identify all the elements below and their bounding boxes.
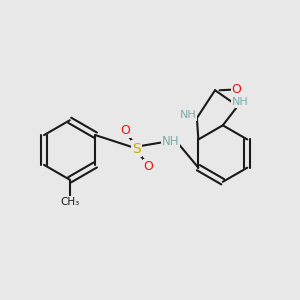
Text: O: O	[120, 124, 130, 137]
Text: CH₃: CH₃	[60, 197, 80, 207]
Text: NH: NH	[180, 110, 196, 120]
Text: S: S	[132, 142, 141, 155]
Text: O: O	[232, 83, 242, 96]
Text: NH: NH	[161, 135, 179, 148]
Text: NH: NH	[232, 97, 249, 107]
Text: O: O	[144, 160, 154, 173]
